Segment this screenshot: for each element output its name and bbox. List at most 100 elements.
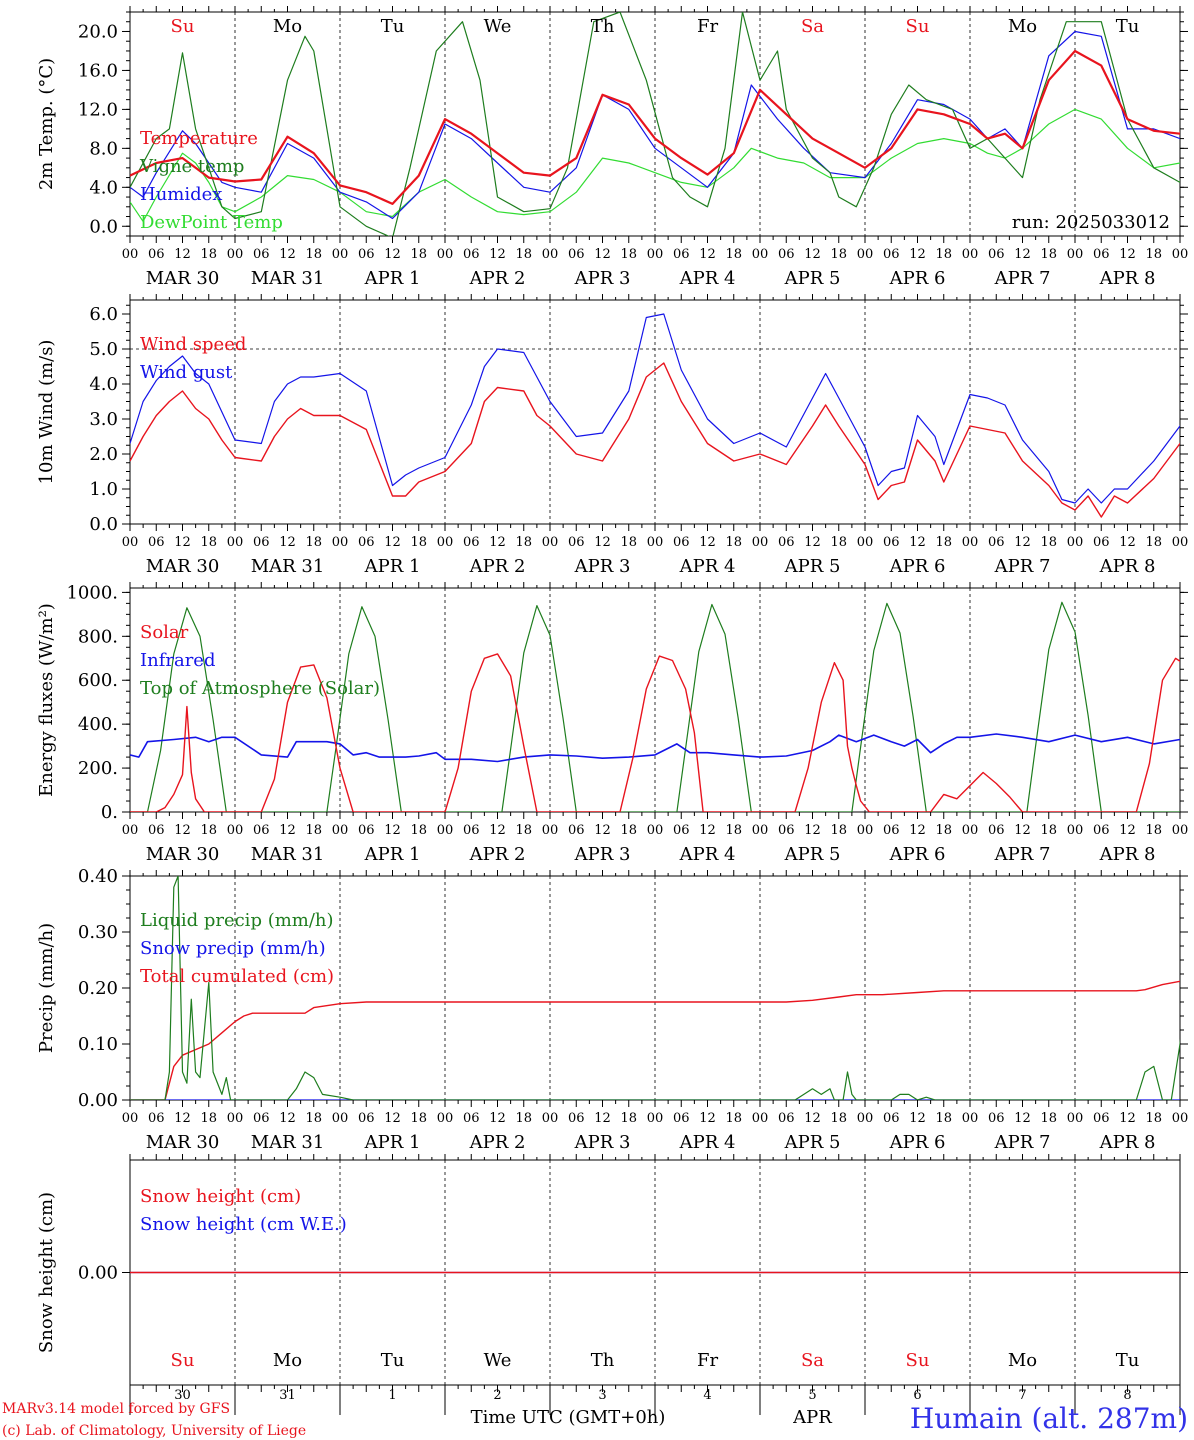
x-hour-label: 00 (542, 247, 559, 262)
x-hour-label: 06 (358, 1111, 375, 1126)
x-hour-label: 06 (988, 535, 1005, 550)
x-hour-label: 12 (174, 823, 191, 838)
x-date-label: APR 4 (679, 556, 736, 577)
x-hour-label: 00 (962, 247, 979, 262)
legend-entry: Vigne temp (139, 156, 244, 177)
x-hour-label: 12 (384, 247, 401, 262)
y-tick-label: 0.00 (78, 1090, 118, 1111)
run-annotation: run: 2025033012 (1012, 212, 1170, 233)
y-tick-label: 5.0 (89, 339, 118, 360)
x-hour-label: 18 (1145, 247, 1162, 262)
weekday-label: Th (591, 16, 615, 37)
x-date-label: APR 1 (364, 1132, 421, 1153)
x-hour-label: 18 (620, 1111, 637, 1126)
x-hour-label: 00 (227, 1111, 244, 1126)
day-number-label: 7 (1018, 1388, 1026, 1403)
series-line-wind-speed (130, 362, 1180, 518)
x-date-label: APR 8 (1099, 844, 1156, 865)
x-date-label: APR 1 (364, 556, 421, 577)
x-hour-label: 00 (332, 1111, 349, 1126)
y-tick-label: 0.20 (78, 978, 118, 999)
x-hour-label: 18 (830, 247, 847, 262)
y-axis-label: Precip (mm/h) (36, 923, 57, 1053)
y-axis-label: Energy fluxes (W/m²) (36, 603, 57, 797)
x-date-label: APR 3 (574, 844, 631, 865)
series-group (130, 601, 1180, 812)
y-axis-label: 2m Temp. (°C) (36, 58, 57, 190)
y-tick-label: 0.10 (78, 1034, 118, 1055)
x-date-label: APR 7 (994, 1132, 1051, 1153)
x-hour-label: 18 (1040, 247, 1057, 262)
x-hour-label: 18 (305, 823, 322, 838)
x-hour-label: 12 (384, 823, 401, 838)
series-line-dewpoint-temp (130, 108, 1180, 222)
x-hour-label: 12 (909, 247, 926, 262)
x-hour-label: 18 (1040, 1111, 1057, 1126)
y-tick-label: 16.0 (78, 60, 118, 81)
x-hour-label: 00 (437, 247, 454, 262)
x-hour-label: 06 (358, 823, 375, 838)
x-hour-label: 12 (909, 823, 926, 838)
x-hour-label: 00 (437, 823, 454, 838)
y-tick-label: 0.0 (89, 216, 118, 237)
legend-entry: DewPoint Temp (140, 212, 283, 233)
x-date-label: APR 5 (784, 844, 841, 865)
x-hour-label: 18 (725, 823, 742, 838)
x-hour-label: 18 (410, 1111, 427, 1126)
x-date-label: MAR 30 (146, 844, 220, 865)
credit-line-2: (c) Lab. of Climatology, University of L… (2, 1423, 306, 1439)
x-hour-label: 06 (778, 1111, 795, 1126)
x-hour-label: 06 (148, 247, 165, 262)
x-hour-label: 00 (647, 823, 664, 838)
x-hour-label: 18 (620, 823, 637, 838)
x-hour-label: 12 (804, 535, 821, 550)
x-hour-label: 06 (568, 535, 585, 550)
x-hour-label: 00 (962, 1111, 979, 1126)
x-hour-label: 06 (463, 1111, 480, 1126)
x-hour-label: 06 (988, 1111, 1005, 1126)
x-hour-label: 12 (489, 823, 506, 838)
x-date-label: APR 6 (889, 268, 946, 289)
x-date-label: APR 2 (469, 556, 526, 577)
x-hour-label: 00 (752, 823, 769, 838)
panel-2: 0.0 1.0 2.0 3.0 4.0 5.0 6.0 10m Wind (m/s) Wind … (36, 294, 1188, 577)
series-group (130, 876, 1180, 1100)
x-date-label: APR 2 (469, 844, 526, 865)
x-date-label: APR 2 (469, 1132, 526, 1153)
x-hour-label: 12 (804, 823, 821, 838)
x-hour-label: 12 (489, 247, 506, 262)
series-group (130, 12, 1180, 236)
x-hour-label: 12 (1014, 535, 1031, 550)
y-tick-label: 0.00 (78, 1263, 118, 1284)
x-hour-label: 12 (1119, 247, 1136, 262)
x-hour-label: 06 (148, 1111, 165, 1126)
x-hour-label: 06 (568, 823, 585, 838)
y-tick-label: 0. (101, 802, 118, 823)
month-label: APR (792, 1407, 832, 1428)
x-hour-label: 18 (515, 1111, 532, 1126)
x-hour-label: 00 (1172, 247, 1189, 262)
y-tick-label: 400. (78, 714, 118, 735)
legend-entry: Liquid precip (mm/h) (140, 910, 334, 931)
y-tick-label: 1000. (66, 582, 118, 603)
x-hour-label: 12 (699, 247, 716, 262)
x-hour-label: 06 (568, 247, 585, 262)
y-tick-label: 20.0 (78, 21, 118, 42)
y-axis-label: 10m Wind (m/s) (36, 340, 57, 485)
x-hour-label: 00 (227, 247, 244, 262)
x-hour-label: 06 (988, 823, 1005, 838)
x-date-label: APR 5 (784, 268, 841, 289)
y-axis-label: Snow height (cm) (36, 1192, 57, 1353)
x-hour-label: 00 (122, 535, 139, 550)
x-hour-label: 00 (1067, 535, 1084, 550)
x-hour-label: 00 (437, 1111, 454, 1126)
x-hour-label: 06 (778, 247, 795, 262)
x-hour-label: 18 (1040, 823, 1057, 838)
x-hour-label: 00 (542, 535, 559, 550)
x-hour-label: 18 (935, 247, 952, 262)
legend-entry: Humidex (140, 184, 222, 205)
weekday-label: Tu (1116, 1350, 1140, 1371)
legend-entry: Wind gust (140, 362, 233, 383)
x-date-label: MAR 31 (251, 556, 325, 577)
x-hour-label: 06 (673, 1111, 690, 1126)
